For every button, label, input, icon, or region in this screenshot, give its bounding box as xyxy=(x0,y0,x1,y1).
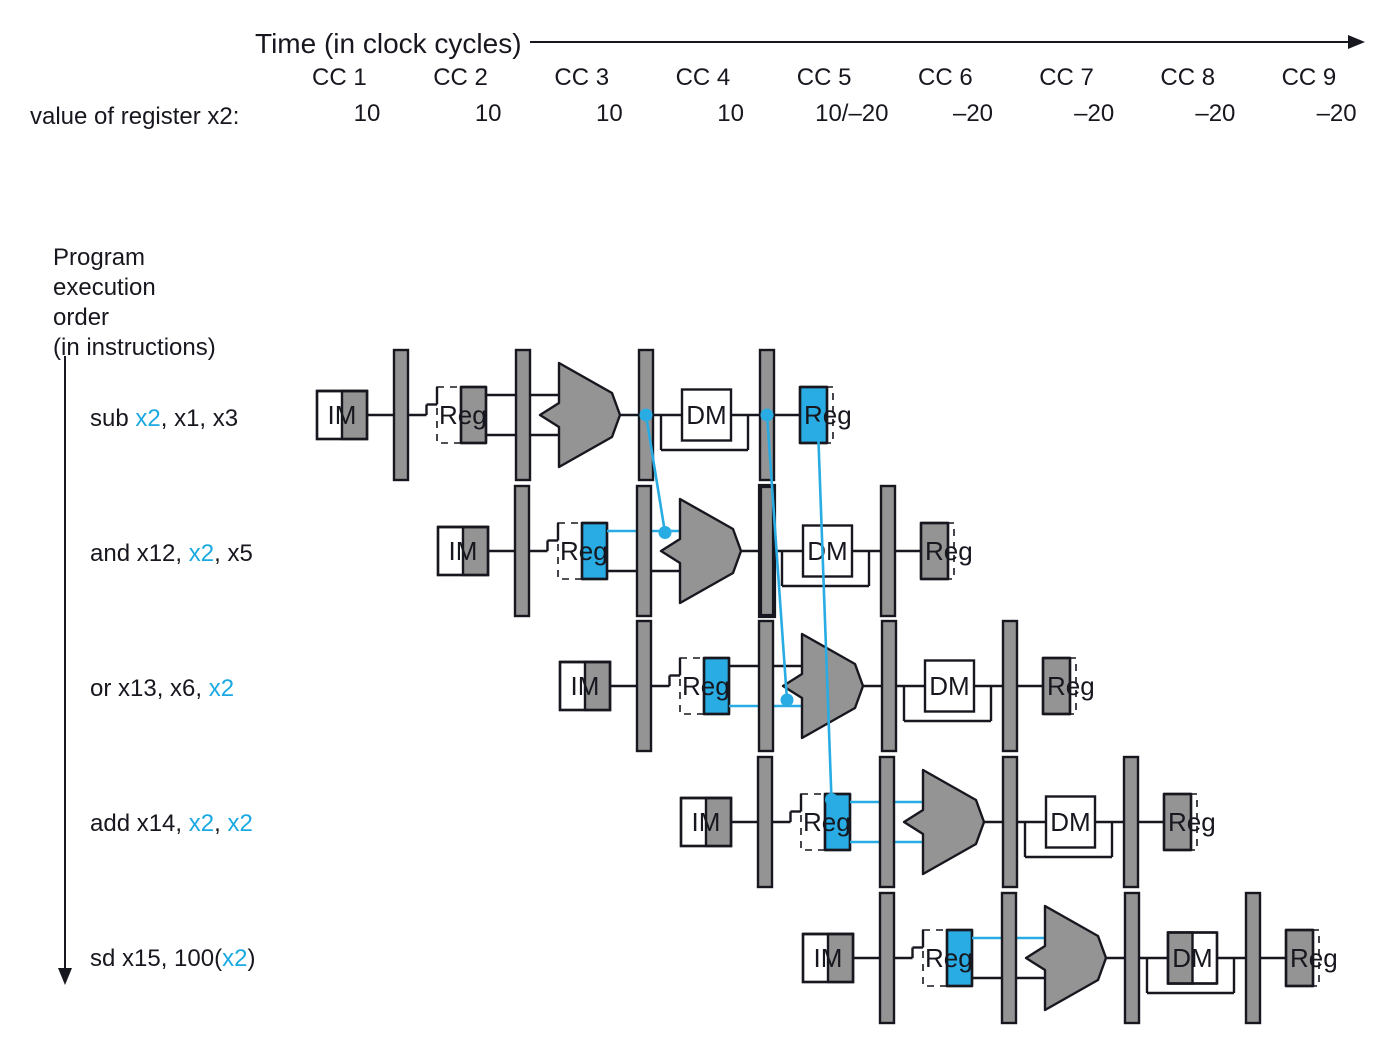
svg-text:Reg: Reg xyxy=(1047,671,1095,701)
svg-text:DM: DM xyxy=(1172,943,1212,973)
svg-text:DM: DM xyxy=(807,536,847,566)
svg-text:IM: IM xyxy=(449,536,478,566)
svg-text:DM: DM xyxy=(686,400,726,430)
svg-text:Reg: Reg xyxy=(804,400,852,430)
svg-text:Reg: Reg xyxy=(1168,807,1216,837)
svg-text:Reg: Reg xyxy=(439,400,487,430)
svg-text:DM: DM xyxy=(929,671,969,701)
svg-text:Reg: Reg xyxy=(682,671,730,701)
svg-text:Reg: Reg xyxy=(925,536,973,566)
svg-text:Reg: Reg xyxy=(560,536,608,566)
svg-text:IM: IM xyxy=(814,943,843,973)
svg-text:IM: IM xyxy=(328,400,357,430)
svg-text:Reg: Reg xyxy=(1290,943,1338,973)
svg-text:Reg: Reg xyxy=(925,943,973,973)
svg-text:DM: DM xyxy=(1050,807,1090,837)
svg-text:Reg: Reg xyxy=(803,807,851,837)
svg-text:IM: IM xyxy=(571,671,600,701)
svg-text:IM: IM xyxy=(692,807,721,837)
